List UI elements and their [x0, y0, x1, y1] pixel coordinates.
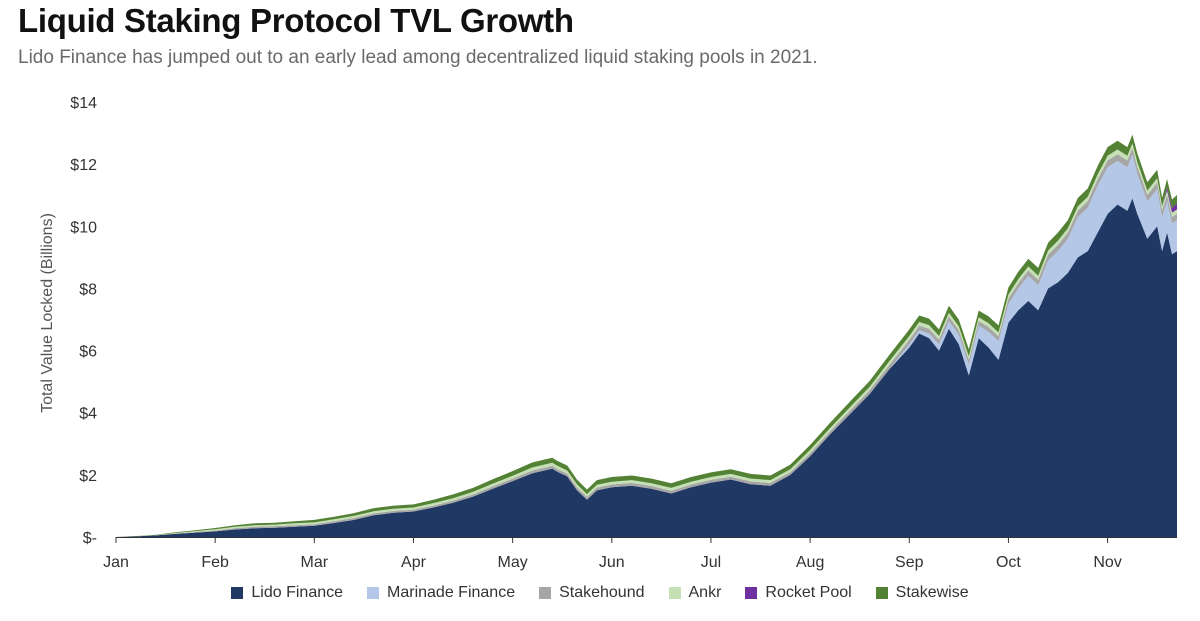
tvl-area-chart: $- $2 $4 $6 $8 $10 $12 $14 Jan Feb Mar Apr May Jun Ju… — [39, 95, 1177, 571]
y-tick-label: $2 — [79, 468, 97, 485]
y-tick-label: $6 — [79, 344, 97, 361]
x-tick-label: Jul — [701, 554, 721, 571]
chart-subtitle: Lido Finance has jumped out to an early … — [18, 47, 818, 68]
legend-label: Ankr — [688, 584, 722, 601]
legend-item-stakewise: Stakewise — [875, 584, 969, 602]
x-tick-label: Mar — [301, 554, 329, 571]
y-tick-label: $14 — [70, 95, 97, 112]
legend-swatch — [231, 587, 244, 599]
legend-item-stakehound: Stakehound — [539, 584, 645, 602]
y-axis: $- $2 $4 $6 $8 $10 $12 $14 — [70, 95, 97, 547]
x-tick-label: Jun — [599, 554, 625, 571]
stacked-areas — [116, 134, 1177, 538]
legend-label: Lido Finance — [251, 584, 344, 601]
y-tick-label: $10 — [70, 219, 97, 236]
chart-title: Liquid Staking Protocol TVL Growth — [18, 2, 574, 39]
legend-item-ankr: Ankr — [668, 584, 722, 602]
area-lido-finance — [116, 198, 1177, 538]
x-axis: Jan Feb Mar Apr May Jun Jul Aug Sep Oct Nov — [103, 537, 1177, 571]
x-tick-label: Nov — [1093, 554, 1121, 571]
x-tick-label: Jan — [103, 554, 129, 571]
chart-legend: Lido Finance Marinade Finance Stakehound An… — [0, 584, 1200, 602]
y-axis-label: Total Value Locked (Billions) — [39, 213, 56, 413]
x-tick-label: Oct — [996, 554, 1021, 571]
legend-label: Stakehound — [559, 584, 645, 601]
legend-label: Rocket Pool — [765, 584, 852, 601]
x-tick-label: May — [498, 554, 528, 571]
y-tick-label: $8 — [79, 281, 97, 298]
y-tick-label: $- — [83, 530, 97, 547]
y-tick-label: $12 — [70, 157, 97, 174]
legend-item-marinade-finance: Marinade Finance — [367, 584, 515, 602]
legend-swatch — [367, 587, 380, 599]
legend-label: Stakewise — [895, 584, 969, 601]
x-tick-label: Feb — [201, 554, 229, 571]
legend-swatch — [745, 587, 758, 599]
legend-item-rocket-pool: Rocket Pool — [745, 584, 852, 602]
y-tick-label: $4 — [79, 406, 97, 423]
x-tick-label: Sep — [895, 554, 924, 571]
legend-label: Marinade Finance — [387, 584, 516, 601]
legend-swatch — [539, 587, 552, 599]
legend-swatch — [668, 587, 681, 599]
x-tick-label: Aug — [796, 554, 824, 571]
x-tick-label: Apr — [401, 554, 427, 571]
legend-item-lido-finance: Lido Finance — [231, 584, 343, 602]
legend-swatch — [875, 587, 888, 599]
